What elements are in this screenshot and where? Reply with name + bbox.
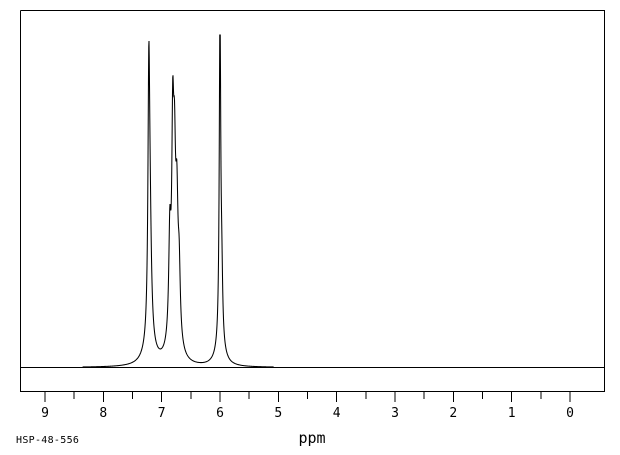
sample-label: HSP-48-556 <box>16 435 79 446</box>
x-axis-tick-label: 7 <box>158 406 166 421</box>
x-axis-tick-label: 9 <box>41 406 49 421</box>
x-axis-title: ppm <box>298 429 325 447</box>
x-axis-tick-label: 0 <box>566 406 574 421</box>
x-axis-tick-label: 5 <box>274 406 282 421</box>
x-axis-tick-label: 3 <box>391 406 399 421</box>
spectrum-trace <box>21 34 604 369</box>
x-axis-tick-label: 6 <box>216 406 224 421</box>
x-axis-tick-label: 8 <box>99 406 107 421</box>
x-axis-tick-label: 4 <box>333 406 341 421</box>
x-axis-tick-label: 1 <box>508 406 516 421</box>
x-axis-tick-labels: 9 8 7 6 5 4 3 2 1 0 <box>41 406 574 421</box>
x-axis-tick-label: 2 <box>449 406 457 421</box>
plot-frame <box>19 9 606 393</box>
x-axis-ticks <box>44 392 571 402</box>
